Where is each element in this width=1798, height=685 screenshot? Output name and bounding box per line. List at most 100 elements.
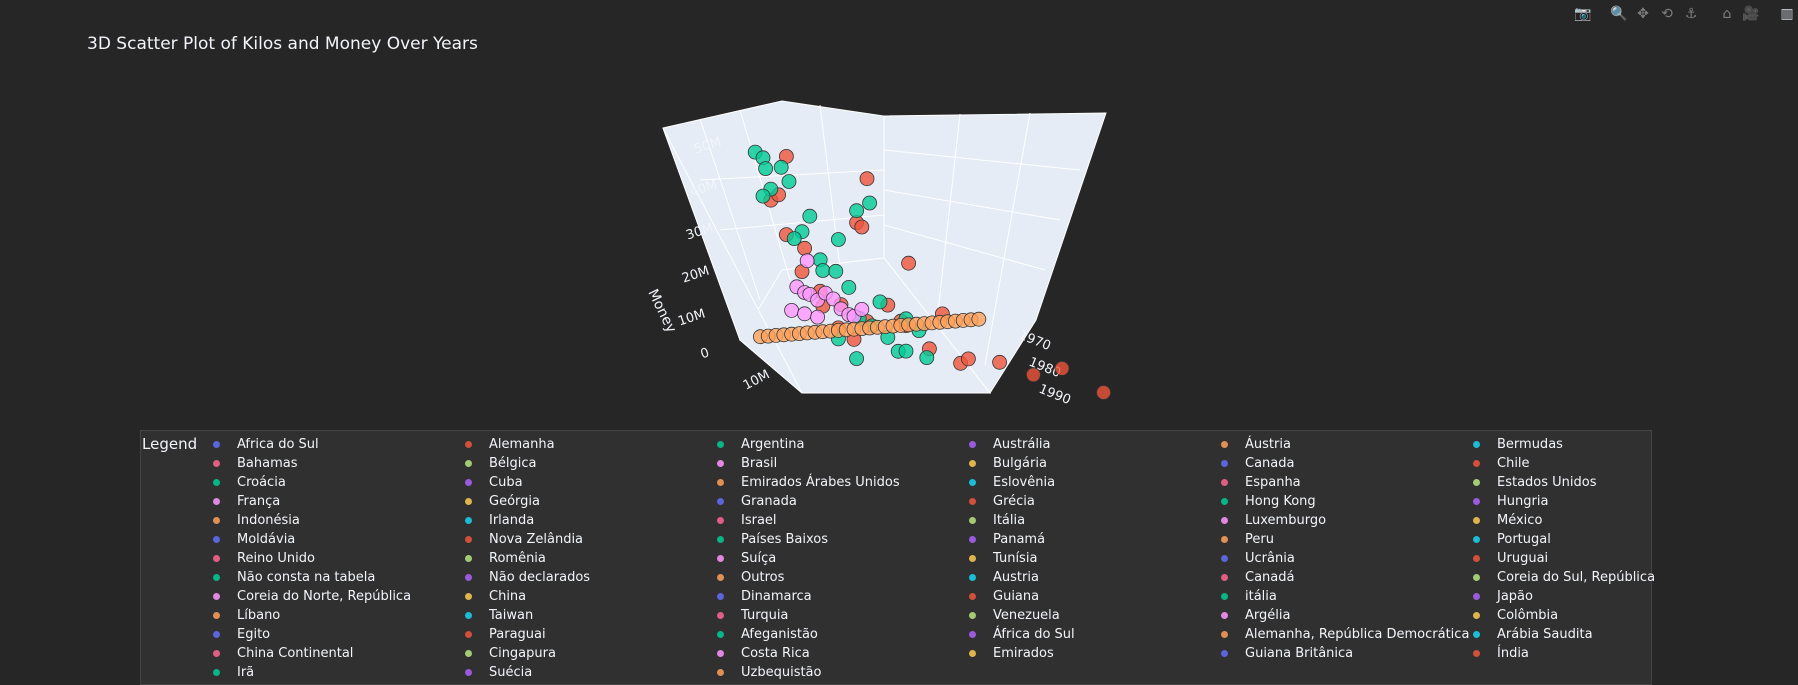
legend-item[interactable]: Moldávia [209, 530, 295, 549]
turntable-rotation-icon[interactable]: ⚓ [1684, 6, 1698, 22]
legend-item[interactable]: Turquia [713, 606, 788, 625]
data-point-argentina[interactable] [755, 188, 771, 204]
legend-item[interactable]: Brasil [713, 454, 777, 473]
legend-item[interactable]: Uruguai [1469, 549, 1548, 568]
legend-item[interactable]: África do Sul [965, 625, 1075, 644]
data-point-alemanha[interactable] [961, 351, 976, 367]
legend-item[interactable]: Grécia [965, 492, 1035, 511]
orbit-rotation-icon[interactable]: ⟲ [1661, 6, 1673, 22]
legend-item[interactable]: Espanha [1217, 473, 1301, 492]
legend-item[interactable]: Costa Rica [713, 644, 810, 663]
data-point-alemanha[interactable] [1096, 385, 1111, 400]
legend-item[interactable]: Hungria [1469, 492, 1548, 511]
data-point-alemanha[interactable] [1054, 360, 1070, 376]
legend-item[interactable]: Estados Unidos [1469, 473, 1597, 492]
legend-item[interactable]: Egito [209, 625, 270, 644]
data-point-argentina[interactable] [849, 351, 864, 367]
legend-item[interactable]: Eslovênia [965, 473, 1055, 492]
legend-item[interactable]: Alemanha, República Democrática [1217, 625, 1469, 644]
data-point-brasil[interactable] [810, 309, 825, 325]
legend-item[interactable]: Arábia Saudita [1469, 625, 1593, 644]
legend-item[interactable]: Reino Unido [209, 549, 315, 568]
legend-item[interactable]: Canada [1217, 454, 1294, 473]
data-point-argentina[interactable] [898, 343, 914, 359]
legend-item[interactable]: Afeganistão [713, 625, 818, 644]
legend-item[interactable]: Suíça [713, 549, 776, 568]
plotly-logo-icon[interactable]: ▥ [1780, 6, 1794, 22]
legend-item[interactable]: Austrália [965, 435, 1051, 454]
legend-item[interactable]: Emirados Árabes Unidos [713, 473, 900, 492]
legend-item[interactable]: Cingapura [461, 644, 556, 663]
data-point-argentina[interactable] [841, 279, 857, 295]
legend-item[interactable]: Peru [1217, 530, 1274, 549]
legend-item[interactable]: Austria [965, 568, 1039, 587]
legend-item[interactable]: Geórgia [461, 492, 540, 511]
data-point-argentina[interactable] [828, 263, 844, 279]
data-point-alemanha[interactable] [992, 354, 1007, 370]
legend-item[interactable]: Indonésia [209, 511, 300, 530]
legend-item[interactable]: Guiana Britânica [1217, 644, 1353, 663]
legend-item[interactable]: Coreia do Norte, República [209, 587, 411, 606]
data-point-argentina[interactable] [802, 208, 818, 224]
legend-item[interactable]: Irã [209, 663, 254, 682]
legend-item[interactable]: itália [1217, 587, 1277, 606]
data-point-alemanha[interactable] [854, 219, 870, 235]
data-point-argentina[interactable] [919, 350, 935, 366]
legend-item[interactable]: Não declarados [461, 568, 590, 587]
legend-item[interactable]: Emirados [965, 644, 1054, 663]
data-point-argentina[interactable] [815, 263, 831, 278]
legend-item[interactable]: Bermudas [1469, 435, 1563, 454]
legend-item[interactable]: Chile [1469, 454, 1530, 473]
data-point-brasil[interactable] [797, 306, 812, 322]
legend-item[interactable]: Cuba [461, 473, 523, 492]
data-point-argentina[interactable] [786, 231, 802, 247]
data-point-argentina[interactable] [872, 294, 888, 310]
legend-item[interactable]: Alemanha [461, 435, 555, 454]
legend-item[interactable]: Japão [1469, 587, 1533, 606]
legend-item[interactable]: Nova Zelândia [461, 530, 583, 549]
legend-item[interactable]: Paraguai [461, 625, 546, 644]
legend-item[interactable]: Venezuela [965, 606, 1060, 625]
zoom-icon[interactable]: 🔍 [1610, 6, 1628, 22]
legend-item[interactable]: Bélgica [461, 454, 537, 473]
data-point-alemanha[interactable] [1026, 367, 1041, 383]
legend-item[interactable]: Canadá [1217, 568, 1294, 587]
legend-item[interactable]: Índia [1469, 644, 1529, 663]
legend-item[interactable]: China Continental [209, 644, 353, 663]
save-view-icon[interactable]: 🎥 [1742, 6, 1760, 22]
legend-item[interactable]: Guiana [965, 587, 1039, 606]
legend-item[interactable]: Áustria [1217, 435, 1291, 454]
legend-item[interactable]: Croácia [209, 473, 286, 492]
legend-item[interactable]: China [461, 587, 526, 606]
legend-item[interactable]: Uzbequistão [713, 663, 821, 682]
legend-item[interactable]: Países Baixos [713, 530, 828, 549]
legend-item[interactable]: Dinamarca [713, 587, 812, 606]
legend-item[interactable]: Hong Kong [1217, 492, 1316, 511]
legend-item[interactable]: Outros [713, 568, 784, 587]
legend-item[interactable]: Argentina [713, 435, 804, 454]
legend-item[interactable]: Romênia [461, 549, 546, 568]
data-point-argentina[interactable] [773, 159, 789, 175]
data-point-argentina[interactable] [758, 161, 773, 177]
data-point-alemanha[interactable] [859, 171, 875, 187]
data-point-argentina[interactable] [831, 232, 846, 247]
data-point-brasil[interactable] [854, 301, 870, 317]
data-point-brasil[interactable] [784, 302, 799, 318]
data-point-argentina[interactable] [781, 174, 797, 189]
legend-item[interactable]: México [1469, 511, 1542, 530]
data-point-alemanha[interactable] [901, 255, 916, 271]
legend-item[interactable]: Taiwan [461, 606, 533, 625]
legend-item[interactable]: Suécia [461, 663, 532, 682]
data-point-uzbequist-o[interactable] [971, 311, 987, 327]
legend-item[interactable]: Ucrânia [1217, 549, 1295, 568]
data-point-argentina[interactable] [849, 203, 864, 219]
legend-item[interactable]: Africa do Sul [209, 435, 319, 454]
data-point-brasil[interactable] [799, 253, 815, 269]
legend-item[interactable]: Coreia do Sul, República [1469, 568, 1655, 587]
legend-item[interactable]: Bulgária [965, 454, 1047, 473]
legend-item[interactable]: Irlanda [461, 511, 534, 530]
data-point-brasil[interactable] [825, 291, 841, 307]
legend-item[interactable]: Não consta na tabela [209, 568, 375, 587]
legend-item[interactable]: Luxemburgo [1217, 511, 1326, 530]
